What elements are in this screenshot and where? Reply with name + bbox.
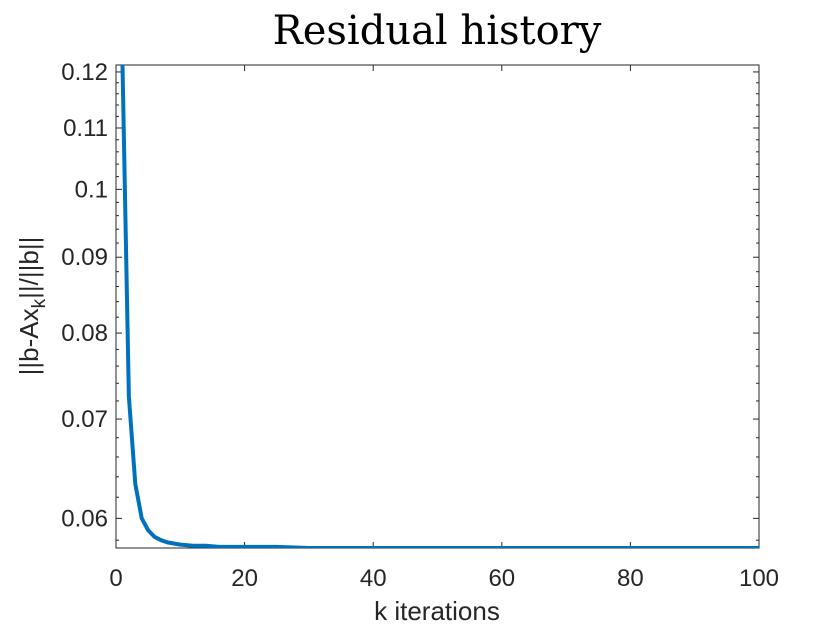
- y-axis-label-main: ||b-Ax: [14, 308, 44, 375]
- chart-title: Residual history: [273, 8, 602, 54]
- x-tick-label: 100: [739, 565, 779, 592]
- x-tick-label: 60: [488, 565, 515, 592]
- y-axis-label: ||b-Axk||/||b||: [14, 237, 50, 376]
- x-tick-label: 80: [617, 565, 644, 592]
- x-axis-label: k iterations: [374, 596, 500, 626]
- x-tick-label: 40: [360, 565, 387, 592]
- y-axis-label-subscript: k: [29, 298, 50, 308]
- y-tick-label: 0.08: [61, 320, 108, 347]
- y-minor-ticks: [116, 82, 759, 541]
- y-axis-label-rest: ||/||b||: [14, 237, 44, 299]
- x-tick-label: 20: [231, 565, 258, 592]
- y-tick-label: 0.09: [61, 244, 108, 271]
- plot-area: 0 20 40 60 80 100 0.06 0.07 0.08 0.09 0.1 0.11 0.12: [61, 59, 779, 592]
- series-group: [120, 65, 759, 548]
- y-axis-ticks: 0.06 0.07 0.08 0.09 0.1 0.11 0.12: [61, 59, 759, 532]
- y-tick-label: 0.12: [61, 59, 108, 86]
- y-tick-label: 0.06: [61, 505, 108, 532]
- y-tick-label: 0.1: [75, 176, 108, 203]
- x-tick-label: 0: [109, 565, 122, 592]
- axes-box: [115, 64, 760, 549]
- x-axis-ticks: 0 20 40 60 80 100: [109, 65, 779, 592]
- y-tick-label: 0.11: [63, 115, 108, 142]
- series-line: [120, 65, 759, 548]
- y-tick-label: 0.07: [61, 406, 108, 433]
